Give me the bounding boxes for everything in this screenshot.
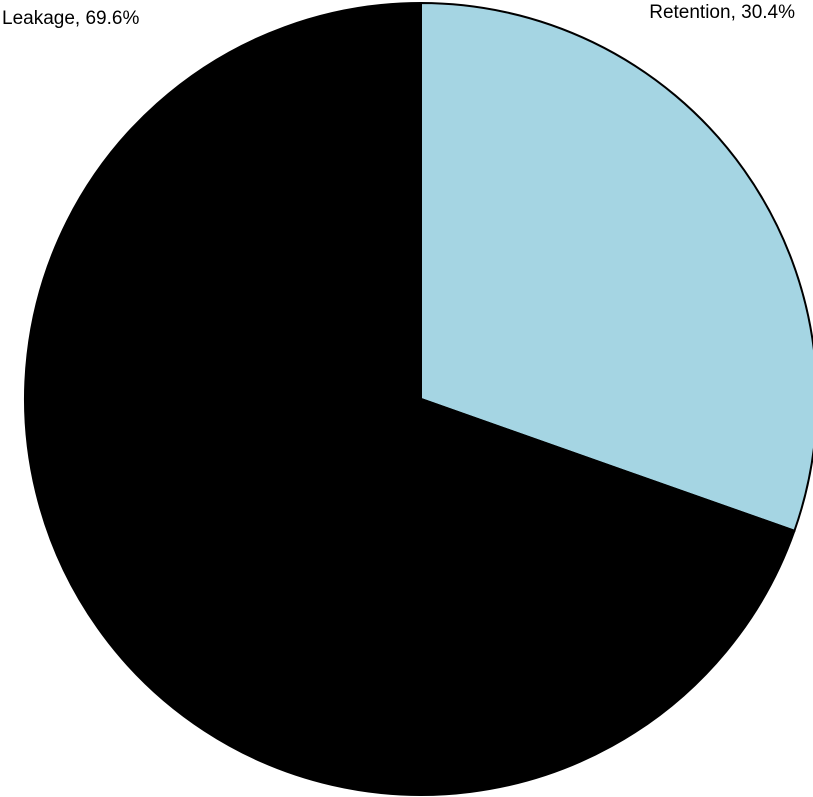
slice-label-retention: Retention, 30.4% (649, 2, 795, 23)
pie-slice-retention (420, 1, 813, 533)
pie-slice-leakage (24, 1, 796, 796)
slice-label-leakage: Leakage, 69.6% (2, 8, 139, 29)
pie-slices (24, 1, 813, 796)
